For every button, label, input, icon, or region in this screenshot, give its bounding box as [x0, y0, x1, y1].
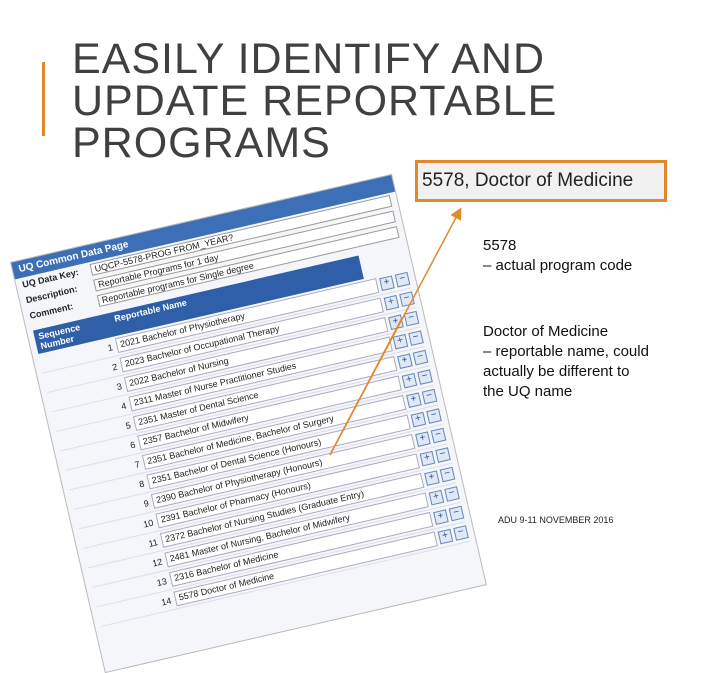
note-text: – actual program code [483, 257, 633, 274]
note: Doctor of Medicine – reportable name, co… [483, 322, 653, 402]
title-line: EASILY IDENTIFY AND [72, 35, 546, 83]
arrow [329, 317, 403, 456]
slide-title: EASILY IDENTIFY AND UPDATE REPORTABLE PROG… [72, 35, 558, 167]
note-text: – reportable name, could actually be dif… [483, 343, 649, 400]
note: 5578 – actual program code [483, 236, 653, 276]
accent-bar [42, 62, 45, 136]
zoom-callout: 5578, Doctor of Medicine [415, 160, 667, 202]
note-heading: Doctor of Medicine [483, 323, 609, 340]
arrows [329, 207, 462, 456]
title-line: UPDATE REPORTABLE [72, 77, 558, 125]
note-heading: 5578 [483, 237, 517, 254]
footer: ADU 9-11 NOVEMBER 2016 [498, 515, 614, 525]
slide: UQ Common Data Page UQ Data Key: UQCP-557… [10, 35, 667, 673]
title-line: PROGRAMS [72, 119, 331, 167]
